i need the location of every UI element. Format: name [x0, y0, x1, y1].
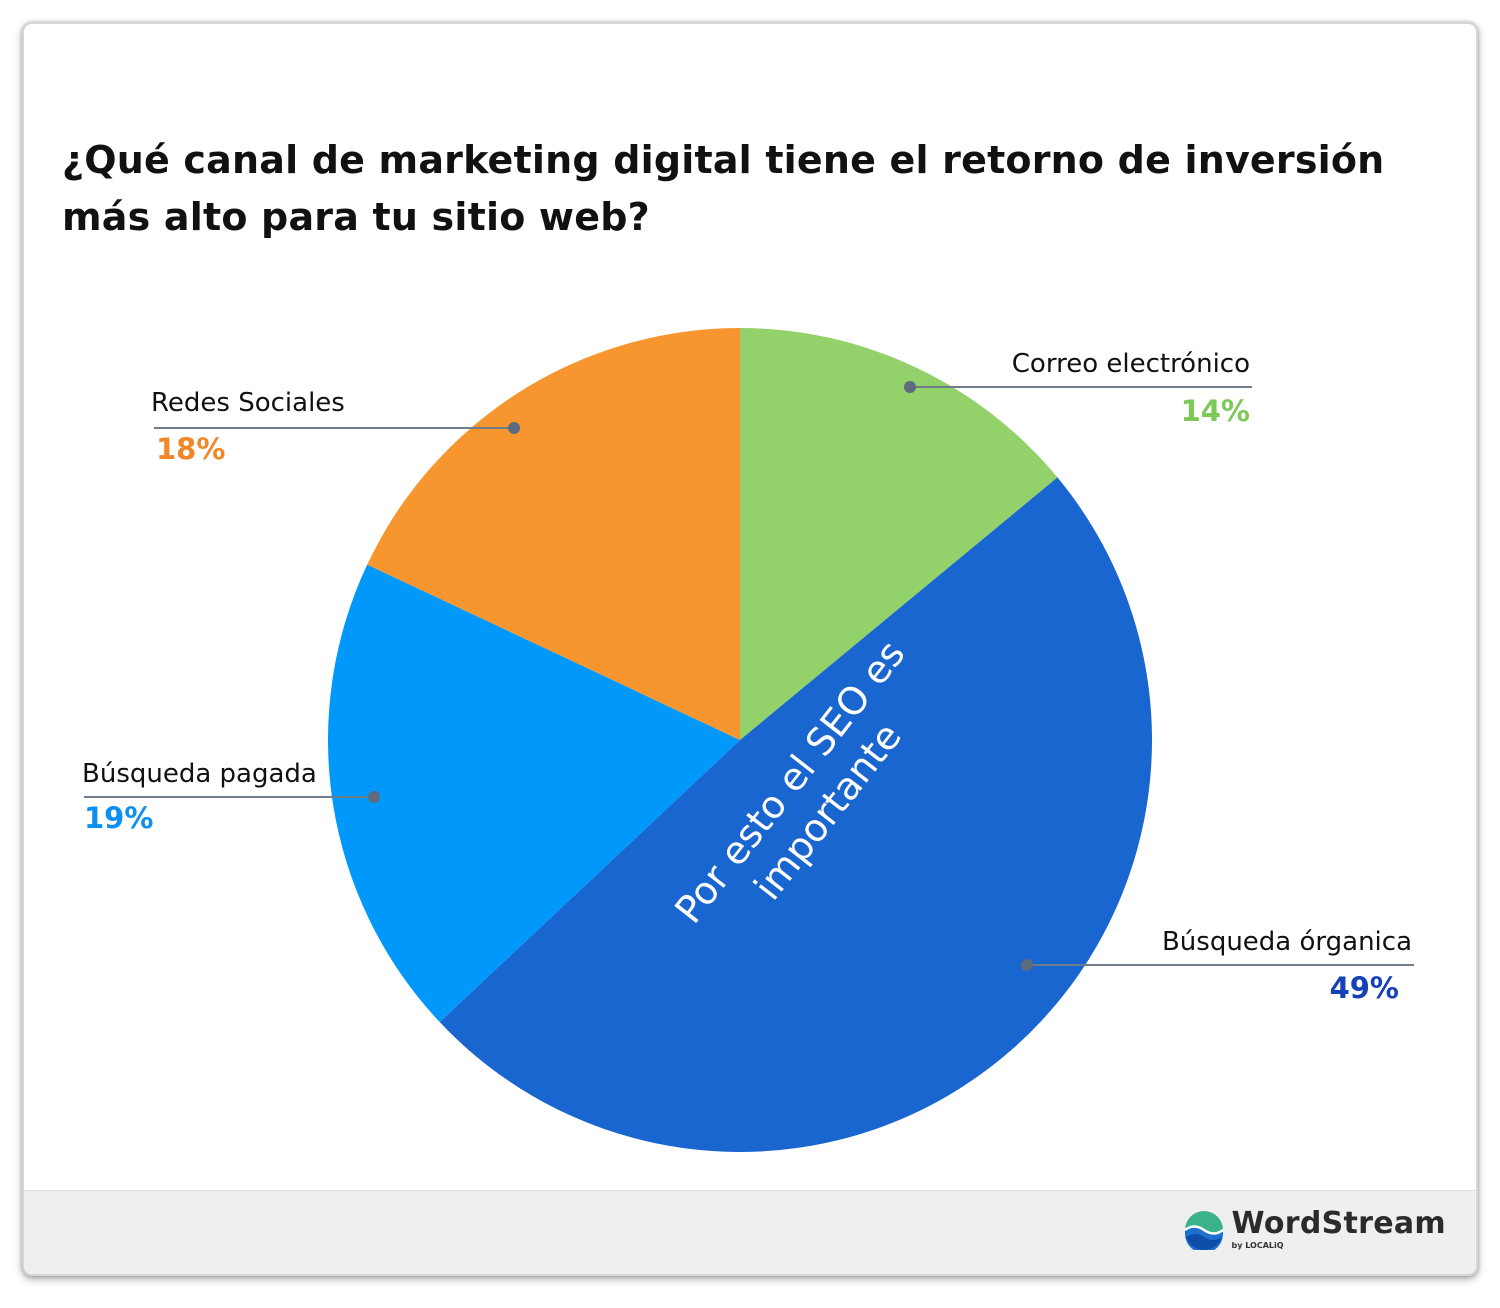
pie-slice-correo-electronico — [740, 328, 1058, 740]
slice-label-busqueda-organica: Búsqueda órganica — [1162, 927, 1412, 957]
slice-value-busqueda-organica: 49% — [1330, 971, 1399, 1005]
slice-value-redes-sociales: 18% — [156, 432, 225, 466]
chart-card: ¿Qué canal de marketing digital tiene el… — [22, 22, 1478, 1276]
chart-title: ¿Qué canal de marketing digital tiene el… — [62, 138, 1385, 239]
slice-label-busqueda-pagada: Búsqueda pagada — [82, 759, 317, 789]
footer-bar: WordStream by LOCALiQ — [24, 1190, 1476, 1274]
slice-label-correo-electronico: Correo electrónico — [1012, 349, 1250, 379]
brand-name: WordStream — [1231, 1206, 1446, 1241]
leader-dot-busqueda-organica — [1021, 959, 1033, 971]
wordstream-logo: WordStream by LOCALiQ — [1183, 1206, 1447, 1250]
leader-dot-redes-sociales — [508, 422, 520, 434]
leader-dot-correo-electronico — [904, 381, 916, 393]
pie-slice-redes-sociales — [367, 328, 740, 740]
pie-slice-busqueda-organica — [439, 477, 1152, 1152]
wordstream-wave-icon — [1183, 1210, 1224, 1250]
pie-chart: Correo electrónico 14% Búsqueda órganica 49… — [82, 328, 1414, 1152]
brand-sub: by LOCALiQ — [1231, 1241, 1284, 1250]
leader-dot-busqueda-pagada — [368, 791, 380, 803]
slice-label-redes-sociales: Redes Sociales — [151, 388, 345, 418]
pie-slice-busqueda-pagada — [328, 564, 740, 1023]
slice-value-busqueda-pagada: 19% — [84, 801, 153, 835]
slice-value-correo-electronico: 14% — [1181, 394, 1250, 428]
